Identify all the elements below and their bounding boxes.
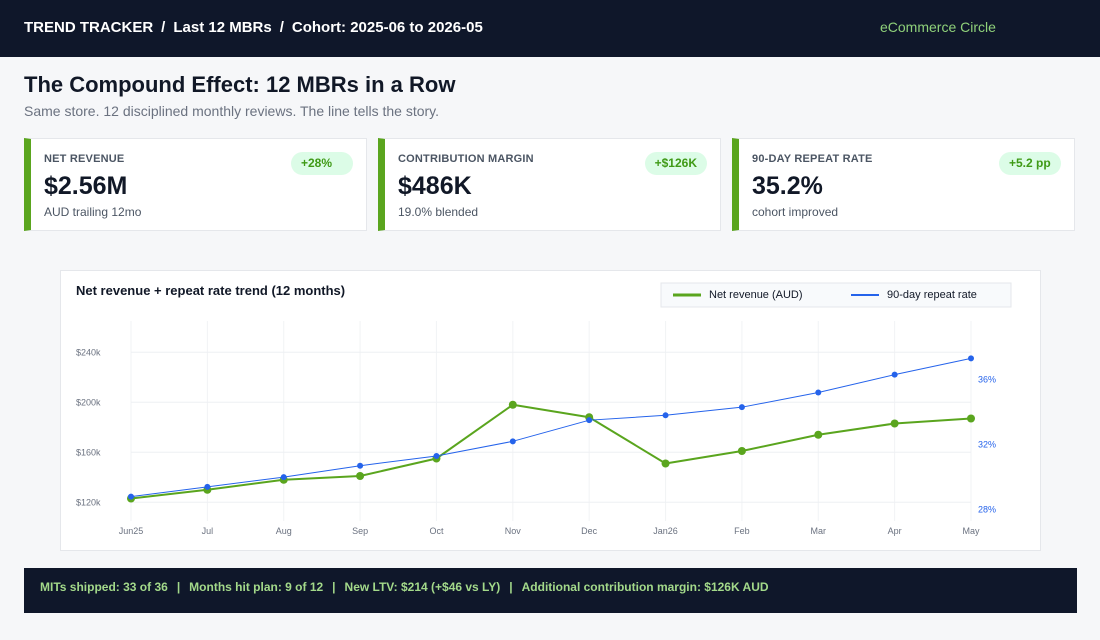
revenue-point	[814, 430, 823, 439]
x-tick-label: Jun25	[119, 526, 144, 536]
kpi-delta-badge: +28%	[291, 152, 353, 175]
period-label[interactable]: Last 12 MBRs	[173, 19, 272, 36]
breadcrumb-separator: /	[279, 19, 284, 36]
kpi-value: 35.2%	[752, 172, 823, 200]
repeat-rate-point	[738, 404, 745, 411]
breadcrumb: TREND TRACKER / Last 12 MBRs / Cohort: 2025-…	[24, 19, 483, 36]
revenue-point	[661, 459, 670, 468]
page-title: The Compound Effect: 12 MBRs in a Row	[24, 72, 456, 97]
legend-label-repeat-rate[interactable]: 90-day repeat rate	[887, 289, 977, 301]
revenue-point	[890, 419, 899, 428]
repeat-rate-point	[280, 474, 287, 481]
revenue-line	[130, 403, 972, 500]
x-tick-label: May	[962, 526, 980, 536]
footer-stats: MITs shipped: 33 of 36 | Months hit plan: …	[40, 580, 769, 594]
repeat-rate-point	[662, 412, 669, 419]
kpi-card-net-revenue[interactable]: NET REVENUE +28% $2.56M AUD trailing 12m…	[24, 138, 367, 231]
kpi-card-contribution-margin[interactable]: CONTRIBUTION MARGIN +$126K $486K 19.0% b…	[378, 138, 721, 231]
x-tick-label: Jul	[202, 526, 214, 536]
revenue-point	[508, 400, 517, 409]
revenue-point	[356, 472, 365, 480]
app-name[interactable]: TREND TRACKER	[24, 19, 154, 36]
repeat-rate-point	[204, 483, 211, 490]
x-tick-label: Aug	[276, 526, 292, 536]
x-tick-label: Oct	[429, 526, 444, 536]
brand-label: eCommerce Circle	[880, 19, 996, 35]
repeat-rate-point	[128, 493, 134, 500]
repeat-rate-point	[586, 417, 593, 424]
kpi-value: $2.56M	[44, 172, 128, 200]
kpi-value: $486K	[398, 172, 472, 200]
footer-months-hit: Months hit plan: 9 of 12	[189, 580, 324, 594]
repeat-rate-point	[968, 355, 974, 362]
y-left-tick-label: $200k	[76, 397, 101, 407]
kpi-delta-badge: +5.2 pp	[999, 152, 1061, 175]
footer-separator: |	[332, 580, 336, 594]
footer-mits: MITs shipped: 33 of 36	[40, 580, 168, 594]
y-left-tick-label: $160k	[76, 447, 101, 457]
chart-legend: Net revenue (AUD) 90-day repeat rate	[660, 282, 1012, 308]
y-left-tick-label: $120k	[76, 497, 101, 507]
repeat-rate-point	[509, 438, 516, 445]
chart-title: Net revenue + repeat rate trend (12 mont…	[76, 283, 345, 298]
kpi-caption: AUD trailing 12mo	[44, 205, 142, 219]
x-tick-label: Sep	[352, 526, 368, 536]
kpi-caption: cohort improved	[752, 205, 839, 219]
y-right-tick-label: 28%	[978, 505, 996, 515]
footer-contribution: Additional contribution margin: $126K AU…	[521, 580, 769, 594]
x-tick-label: Feb	[734, 526, 750, 536]
kpi-label: NET REVENUE	[44, 153, 125, 165]
trend-chart: Net revenue + repeat rate trend (12 mont…	[76, 282, 1012, 536]
repeat-rate-point	[891, 371, 898, 378]
revenue-point	[737, 447, 746, 455]
footer-ltv: New LTV: $214 (+$46 vs LY)	[344, 580, 501, 594]
revenue-point	[967, 414, 975, 423]
x-tick-label: Apr	[888, 526, 902, 536]
kpi-delta-badge: +$126K	[644, 152, 707, 175]
legend-label-revenue[interactable]: Net revenue (AUD)	[709, 289, 803, 301]
kpi-label: CONTRIBUTION MARGIN	[398, 153, 534, 165]
repeat-rate-point	[357, 462, 364, 469]
kpi-card-repeat-rate[interactable]: 90-DAY REPEAT RATE +5.2 pp 35.2% cohort …	[732, 138, 1075, 231]
repeat-rate-point	[815, 389, 822, 396]
trend-chart-card: Net revenue + repeat rate trend (12 mont…	[60, 270, 1041, 551]
x-tick-label: Mar	[811, 526, 827, 536]
y-right-tick-label: 36%	[978, 375, 996, 385]
x-tick-label: Jan26	[653, 526, 678, 536]
repeat-rate-line	[130, 357, 972, 498]
y-left-tick-label: $240k	[76, 347, 101, 357]
x-tick-label: Dec	[581, 526, 598, 536]
cohort-label[interactable]: Cohort: 2025-06 to 2026-05	[291, 19, 483, 36]
top-bar: TREND TRACKER / Last 12 MBRs / Cohort: 2025-…	[0, 0, 1100, 57]
footer-separator: |	[509, 580, 513, 594]
breadcrumb-separator: /	[161, 19, 166, 36]
page-subtitle: Same store. 12 disciplined monthly revie…	[24, 103, 440, 119]
y-right-tick-label: 32%	[978, 440, 996, 450]
x-tick-label: Nov	[505, 526, 522, 536]
footer-separator: |	[176, 580, 181, 594]
summary-footer: MITs shipped: 33 of 36 | Months hit plan: …	[24, 568, 1077, 613]
kpi-label: 90-DAY REPEAT RATE	[752, 153, 873, 165]
kpi-caption: 19.0% blended	[398, 205, 479, 219]
repeat-rate-point	[433, 452, 440, 459]
